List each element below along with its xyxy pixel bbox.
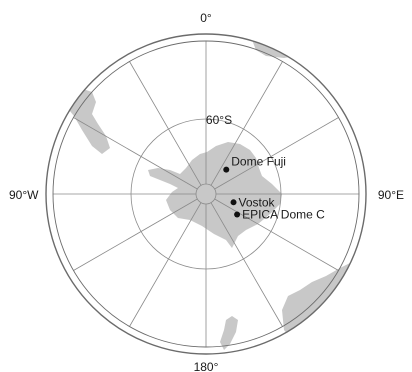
map-frame-outer: [45, 33, 367, 355]
graticule: [53, 41, 359, 347]
site-label: EPICA Dome C: [242, 208, 325, 222]
parallel-60s: [130, 118, 282, 270]
site-vostok: Vostok: [230, 195, 276, 209]
meridian-line: [210, 202, 283, 327]
site-epica-dome-c: EPICA Dome C: [234, 208, 325, 222]
meridian-line: [129, 61, 202, 186]
map-frame-inner: [52, 40, 360, 348]
site-marker: [234, 211, 241, 218]
site-marker: [223, 166, 230, 173]
longitude-label-180: 180°: [194, 360, 219, 372]
meridian-line: [210, 61, 283, 186]
longitude-label-90w: 90°W: [9, 188, 39, 202]
site-label: Dome Fuji: [231, 155, 286, 169]
meridian-line: [129, 202, 202, 327]
antarctica-landmass: [148, 142, 282, 248]
site-dome-fuji: Dome Fuji: [223, 155, 286, 173]
longitude-label-90e: 90°E: [378, 188, 404, 202]
new-zealand-landmass: [220, 316, 238, 350]
latitude-label-60s: 60°S: [206, 113, 232, 127]
site-marker: [230, 199, 237, 206]
meridian-line: [73, 117, 198, 190]
longitude-label-0: 0°: [200, 11, 212, 25]
parallel-polar: [195, 183, 217, 205]
meridian-line: [214, 117, 339, 190]
meridian-line: [73, 198, 198, 271]
meridian-line: [214, 198, 339, 271]
site-label: Vostok: [239, 195, 276, 209]
